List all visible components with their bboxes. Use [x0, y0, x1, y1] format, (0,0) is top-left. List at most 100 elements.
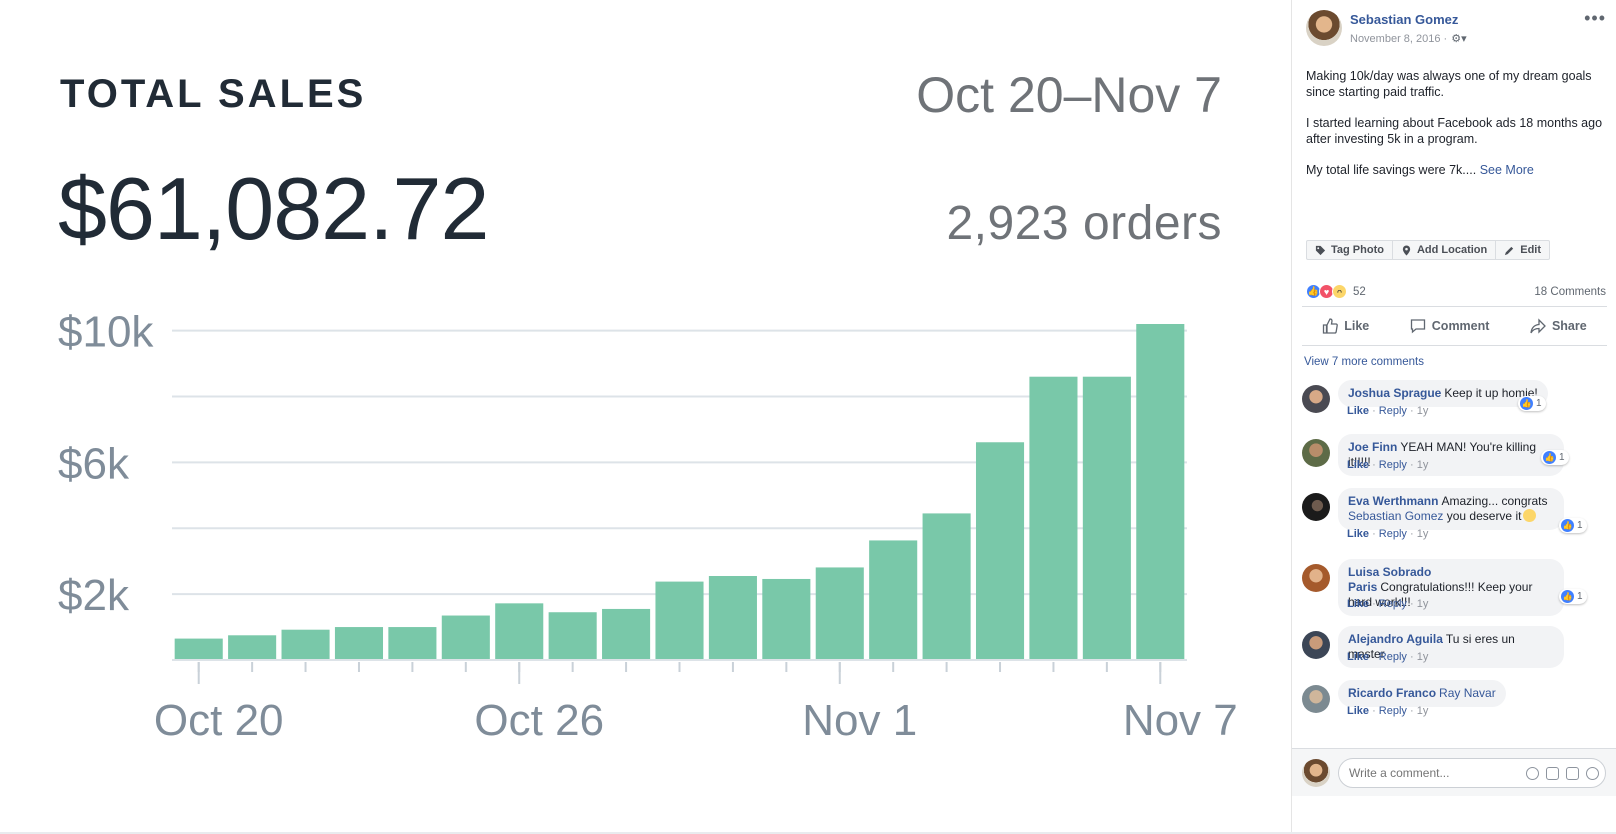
comment-mention[interactable]: Sebastian Gomez	[1348, 509, 1444, 523]
date-range: Oct 20–Nov 7	[916, 67, 1222, 123]
comment-like-count: 1	[1536, 398, 1542, 409]
comment-reply-link[interactable]: Reply	[1378, 405, 1407, 417]
comment-time[interactable]: 1y	[1416, 528, 1429, 540]
avatar[interactable]	[1302, 759, 1330, 787]
sales-bar-chart: $2k $6k $10k Oct 20 Oct 26 Nov 1 Nov 7	[58, 308, 1238, 745]
avatar[interactable]	[1302, 493, 1330, 521]
post-actions-bar: Like Comment Share	[1302, 306, 1607, 346]
comment-reply-link[interactable]: Reply	[1378, 705, 1407, 717]
commenter-name[interactable]: Eva Werthmann	[1348, 494, 1439, 508]
edit-button[interactable]: Edit	[1496, 241, 1549, 259]
author-name[interactable]: Sebastian Gomez	[1350, 12, 1459, 27]
gif-icon[interactable]	[1566, 767, 1579, 780]
like-reaction-icon: 👍	[1520, 397, 1533, 410]
commenter-name[interactable]: Joshua Sprague	[1348, 386, 1442, 400]
commenter-name[interactable]: Joe Finn	[1348, 440, 1398, 454]
avatar[interactable]	[1302, 631, 1330, 659]
sales-photo[interactable]: TOTAL SALES Oct 20–Nov 7 $61,082.72 2,92…	[0, 0, 1291, 834]
comment-like-badge[interactable]: 👍 1	[1518, 396, 1546, 411]
add-location-button[interactable]: Add Location	[1393, 241, 1497, 259]
chart-bar	[869, 540, 918, 660]
comment-like-badge[interactable]: 👍 1	[1559, 589, 1587, 604]
avatar[interactable]	[1302, 564, 1330, 592]
comment-like-link[interactable]: Like	[1347, 459, 1370, 471]
gear-icon[interactable]: ⚙▾	[1451, 33, 1467, 45]
share-button[interactable]: Share	[1530, 318, 1587, 334]
comment-bubble: Eva Werthmann Amazing... congrats Sebasti…	[1338, 488, 1564, 530]
commenter-name[interactable]: Luisa Sobrado Paris	[1348, 565, 1432, 594]
comment-bubble: Joe Finn YEAH MAN! You're killing it!!!!!	[1338, 434, 1564, 476]
post-date[interactable]: November 8, 2016 · ⚙▾	[1350, 32, 1467, 45]
sticker-icon[interactable]	[1586, 767, 1599, 780]
comment-time[interactable]: 1y	[1416, 651, 1429, 663]
comment-reply-link[interactable]: Reply	[1378, 528, 1407, 540]
like-button[interactable]: Like	[1322, 318, 1369, 334]
commenter-name[interactable]: Ricardo Franco	[1348, 686, 1437, 700]
share-label: Share	[1551, 319, 1587, 333]
y-tick-label: $10k	[58, 308, 154, 357]
comment-time[interactable]: 1y	[1416, 598, 1429, 610]
tag-photo-button[interactable]: Tag Photo	[1307, 241, 1393, 259]
avatar[interactable]	[1302, 385, 1330, 413]
comment-bubble: Alejandro Aguila Tu si eres un master	[1338, 626, 1564, 668]
comment-like-link[interactable]: Like	[1347, 598, 1370, 610]
reaction-count: 52	[1353, 285, 1366, 298]
comment-like-link[interactable]: Like	[1347, 651, 1370, 663]
author-avatar[interactable]	[1306, 10, 1342, 46]
comment-input[interactable]	[1338, 758, 1606, 788]
comment-time[interactable]: 1y	[1416, 405, 1429, 417]
comment-text-after: you deserve it	[1446, 509, 1522, 523]
chart-bar	[174, 638, 223, 660]
like-reaction-icon: 👍	[1561, 519, 1574, 532]
x-tick-label: Nov 1	[802, 696, 917, 745]
comment-reply-link[interactable]: Reply	[1378, 651, 1407, 663]
comment-label: Comment	[1431, 319, 1490, 333]
comment-like-link[interactable]: Like	[1347, 528, 1370, 540]
comment-time[interactable]: 1y	[1416, 705, 1429, 717]
more-options-icon[interactable]: •••	[1584, 8, 1606, 28]
wow-reaction-icon: ᴖ	[1332, 284, 1347, 299]
comment-like-badge[interactable]: 👍 1	[1541, 450, 1569, 465]
avatar[interactable]	[1302, 685, 1330, 713]
see-more-link[interactable]: See More	[1479, 163, 1534, 177]
thumbs-up-icon	[1323, 318, 1339, 334]
edit-label: Edit	[1520, 244, 1542, 256]
page-bottom-divider	[0, 832, 1616, 834]
comment-button[interactable]: Comment	[1410, 318, 1490, 334]
view-more-comments-link[interactable]: View 7 more comments	[1304, 356, 1424, 368]
chart-bar	[1082, 376, 1131, 660]
camera-icon[interactable]	[1546, 767, 1559, 780]
commenter-name[interactable]: Alejandro Aguila	[1348, 632, 1443, 646]
emoji-icon[interactable]	[1526, 767, 1539, 780]
x-tick-label: Oct 26	[474, 696, 604, 745]
comment-bubble: Ricardo Franco Ray Navar	[1338, 680, 1506, 707]
comment-like-link[interactable]: Like	[1347, 705, 1370, 717]
comment-meta: Like · Reply · 1y	[1347, 405, 1429, 417]
chart-bar	[388, 627, 437, 660]
chart-bar	[281, 629, 330, 660]
chart-bar	[441, 615, 490, 660]
like-reaction-icon: 👍	[1543, 451, 1556, 464]
comment-meta: Like · Reply · 1y	[1347, 651, 1429, 663]
comment-time[interactable]: 1y	[1416, 459, 1429, 471]
comment-meta: Like · Reply · 1y	[1347, 459, 1429, 471]
comments-count-link[interactable]: 18 Comments	[1534, 286, 1606, 298]
chart-bar	[602, 608, 651, 660]
post-body: Making 10k/day was always one of my drea…	[1306, 68, 1606, 193]
like-reaction-icon: 👍	[1561, 590, 1574, 603]
add-location-label: Add Location	[1416, 244, 1488, 256]
comment-reply-link[interactable]: Reply	[1378, 459, 1407, 471]
x-tick-label: Nov 7	[1123, 696, 1238, 745]
comment-like-link[interactable]: Like	[1347, 405, 1370, 417]
reactions-summary[interactable]: 👍 ♥ ᴖ 52	[1306, 284, 1366, 299]
speech-bubble-icon	[1410, 319, 1425, 334]
orders-count: 2,923 orders	[946, 197, 1222, 250]
comment-like-badge[interactable]: 👍 1	[1559, 518, 1587, 533]
comment-mention[interactable]: Ray Navar	[1439, 686, 1496, 700]
avatar[interactable]	[1302, 439, 1330, 467]
tag-icon	[1315, 245, 1326, 255]
comment-reply-link[interactable]: Reply	[1378, 598, 1407, 610]
total-sales-title: TOTAL SALES	[60, 72, 367, 116]
comment-text: YEAH MAN! You're killing it!!!!!	[1348, 440, 1537, 469]
tag-photo-label: Tag Photo	[1331, 244, 1384, 256]
